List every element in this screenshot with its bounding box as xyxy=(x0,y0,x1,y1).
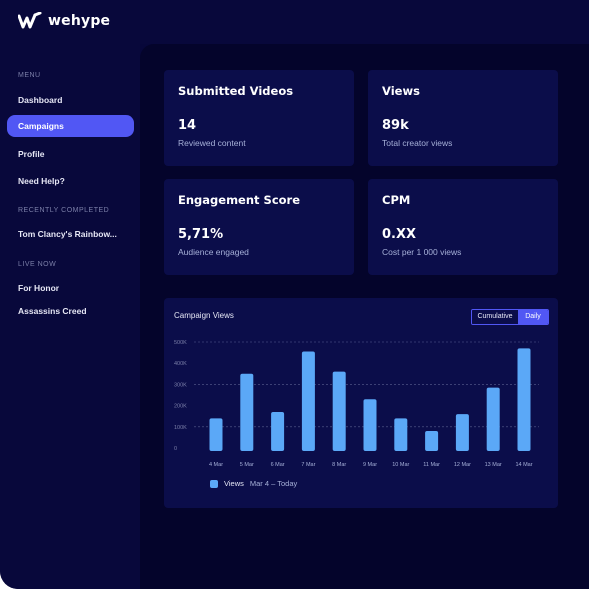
bar-10-mar[interactable] xyxy=(394,418,408,451)
stat-subtitle: Audience engaged xyxy=(178,247,249,257)
bar-14-mar[interactable] xyxy=(517,348,531,451)
sidebar-item-assassins-creed[interactable]: Assassins Creed xyxy=(18,306,87,316)
bar-9-mar[interactable] xyxy=(363,399,377,451)
legend-series-name: Views xyxy=(224,479,244,488)
x-tick-label: 9 Mar xyxy=(363,462,377,468)
sidebar-item-tom-clancys-rainbow[interactable]: Tom Clancy's Rainbow... xyxy=(18,229,117,239)
stat-card-submitted-videos: Submitted Videos 14 Reviewed content xyxy=(164,70,354,166)
stat-title: Submitted Videos xyxy=(178,84,294,98)
toggle-daily-button[interactable]: Daily xyxy=(518,310,548,324)
x-tick-label: 7 Mar xyxy=(301,462,315,468)
x-tick-label: 8 Mar xyxy=(332,462,346,468)
sidebar-menu-label: MENU xyxy=(18,72,41,79)
sidebar-item-for-honor[interactable]: For Honor xyxy=(18,283,60,293)
view-mode-toggle: Cumulative Daily xyxy=(471,309,549,325)
y-tick-label: 300K xyxy=(174,382,187,388)
stat-subtitle: Cost per 1 000 views xyxy=(382,247,462,257)
x-tick-label: 14 Mar xyxy=(515,462,532,468)
brand-logo[interactable]: wehype xyxy=(18,12,110,30)
chart-legend: Views Mar 4 – Today xyxy=(210,479,297,488)
legend-swatch-views xyxy=(210,479,218,488)
stat-value: 5,71% xyxy=(178,227,224,242)
brand-name: wehype xyxy=(48,13,111,29)
x-tick-label: 10 Mar xyxy=(392,462,409,468)
sidebar-item-profile[interactable]: Profile xyxy=(18,149,45,159)
bar-12-mar[interactable] xyxy=(455,414,469,451)
y-tick-label: 500K xyxy=(174,340,187,346)
stat-value: 0.XX xyxy=(382,227,417,242)
sidebar-item-need-help[interactable]: Need Help? xyxy=(18,176,65,186)
wehype-logo-icon xyxy=(18,12,42,29)
top-bar: wehype xyxy=(0,0,589,44)
stat-subtitle: Reviewed content xyxy=(178,138,246,148)
sidebar-item-dashboard[interactable]: Dashboard xyxy=(18,95,63,105)
sidebar-item-campaigns[interactable]: Campaigns xyxy=(7,115,134,137)
y-tick-label: 400K xyxy=(174,361,187,367)
bar-7-mar[interactable] xyxy=(301,351,315,451)
stat-value: 89k xyxy=(382,118,409,133)
stat-value: 14 xyxy=(178,118,197,133)
campaign-views-bar-chart: 0 100K 200K 300K 400K 500K 4 Mar 5 Mar 6 Mar 7 Ma… xyxy=(174,340,539,468)
bar-8-mar[interactable] xyxy=(332,371,346,451)
y-tick-label: 200K xyxy=(174,404,187,410)
bar-6-mar[interactable] xyxy=(271,411,285,451)
stat-title: CPM xyxy=(382,193,411,207)
x-tick-label: 11 Mar xyxy=(423,462,440,468)
bar-5-mar[interactable] xyxy=(240,373,254,451)
chart-title: Campaign Views xyxy=(174,311,234,320)
y-tick-label: 100K xyxy=(174,425,187,431)
stat-title: Views xyxy=(382,84,420,98)
y-tick-label: 0 xyxy=(174,446,177,452)
legend-date-range: Mar 4 – Today xyxy=(249,479,298,488)
stat-card-cpm: CPM 0.XX Cost per 1 000 views xyxy=(368,179,558,275)
stat-title: Engagement Score xyxy=(178,193,301,207)
bar-4-mar[interactable] xyxy=(209,418,223,451)
stat-subtitle: Total creator views xyxy=(382,138,453,148)
x-tick-label: 5 Mar xyxy=(240,462,254,468)
x-tick-label: 12 Mar xyxy=(454,462,471,468)
sidebar-recently-completed-label: RECENTLY COMPLETED xyxy=(18,207,110,214)
sidebar-item-campaigns-label: Campaigns xyxy=(18,121,64,131)
campaign-views-chart-card: Campaign Views Cumulative Daily 0 100K 200… xyxy=(164,298,558,508)
x-tick-label: 13 Mar xyxy=(485,462,502,468)
stat-card-engagement-score: Engagement Score 5,71% Audience engaged xyxy=(164,179,354,275)
bar-13-mar[interactable] xyxy=(486,387,500,451)
x-tick-label: 6 Mar xyxy=(271,462,285,468)
stat-card-views: Views 89k Total creator views xyxy=(368,70,558,166)
toggle-cumulative-button[interactable]: Cumulative xyxy=(472,310,518,324)
sidebar-live-now-label: LIVE NOW xyxy=(18,261,57,268)
bar-11-mar[interactable] xyxy=(425,431,439,451)
x-tick-label: 4 Mar xyxy=(209,462,223,468)
